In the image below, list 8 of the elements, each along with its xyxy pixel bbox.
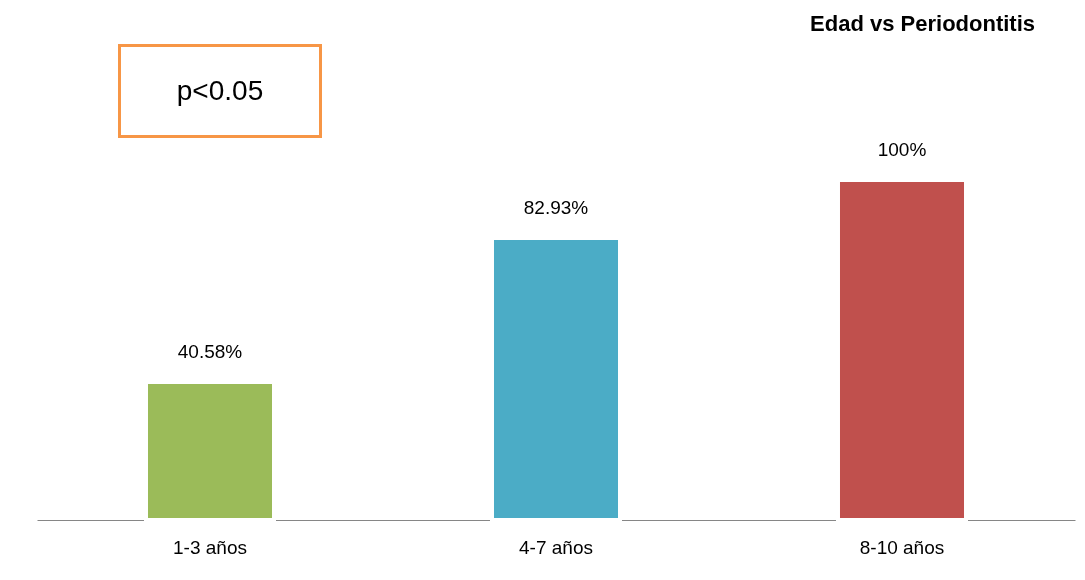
x-tick-label: 1-3 años xyxy=(173,536,247,558)
note-box: p<0.05 xyxy=(118,44,322,138)
x-tick-label: 8-10 años xyxy=(859,536,945,558)
chart-title: Edad vs Periodontitis xyxy=(810,11,1035,36)
data-label: 100% xyxy=(877,139,927,160)
data-label: 82.93% xyxy=(523,197,589,219)
x-tick-label: 4-7 años xyxy=(519,536,593,558)
data-label: 40.58% xyxy=(177,341,243,363)
